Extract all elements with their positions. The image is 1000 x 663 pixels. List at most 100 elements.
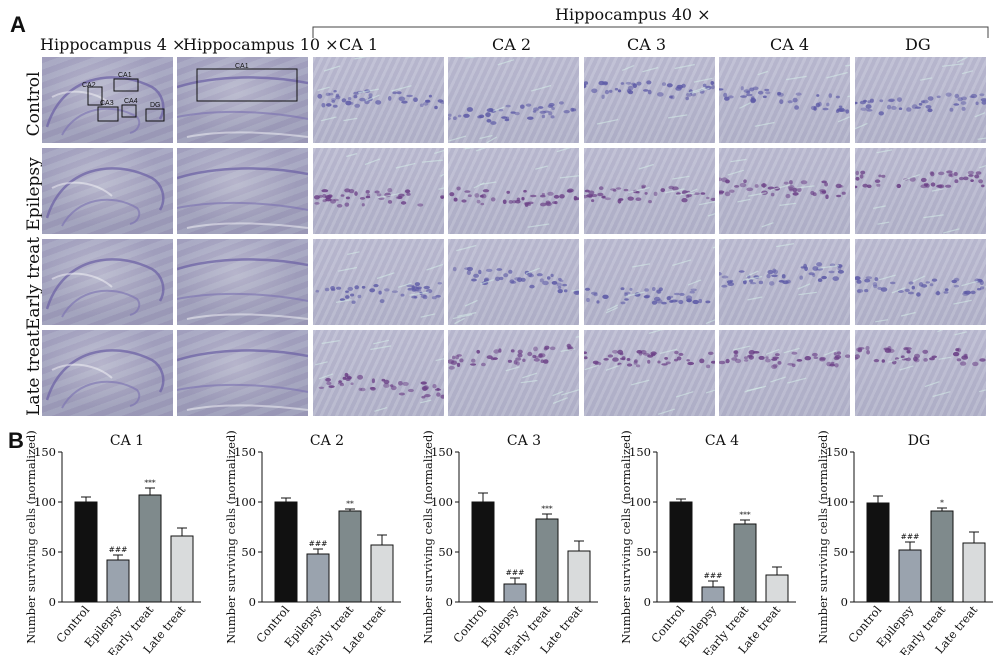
inset-label-ca1-10x: CA1 [235,63,249,70]
y-tick-label: 150 [431,445,453,459]
bar-epilepsy [898,549,922,603]
y-tick-label: 150 [826,445,848,459]
bar-chart-ca1: CA 1 Number surviving cells (normalized) 0… [25,430,201,655]
bar-epilepsy [306,553,330,603]
chart-title: CA 1 [110,433,144,449]
bar-chart-dg: DG Number surviving cells (normalized) 0 50… [817,430,993,655]
header-ca4: CA 4 [770,35,810,54]
y-axis-label: Number surviving cells (normalized) [25,430,38,644]
y-tick-label: 100 [826,495,848,509]
y-tick-label: 0 [841,595,848,609]
bar-late-treat [567,550,591,603]
micrograph-control-overview-10x: CA1 [177,57,308,143]
bar-control [74,501,98,603]
inset-label-ca3: CA3 [100,100,114,107]
panel-b-label: B [8,428,24,453]
micrograph-early-treat-ca2-40x [448,239,579,325]
inset-label-ca1: CA1 [118,72,132,79]
bar-control [471,501,495,603]
bar-early-treat [338,510,362,603]
y-tick-label: 100 [234,495,256,509]
y-tick-label: 50 [636,545,651,559]
y-axis-label: Number surviving cells (normalized) [817,430,830,644]
bar-early-treat [535,518,559,603]
y-tick-label: 100 [34,495,56,509]
micrograph-epilepsy-ca3-40x [584,148,715,234]
bracket-40x [312,26,989,38]
micrograph-late-treat-overview-10x [177,330,308,416]
micrograph-control-ca1-40x [313,57,444,143]
bar-late-treat [765,574,789,603]
micrograph-epilepsy-ca1-40x [313,148,444,234]
significance-marker: ** [346,499,354,508]
bar-late-treat [170,535,194,603]
significance-marker: ### [901,532,920,541]
bar-chart-ca2: CA 2 Number surviving cells (normalized) 0… [225,430,401,655]
bar-control [866,502,890,603]
micrograph-early-treat-ca3-40x [584,239,715,325]
micrograph-epilepsy-ca4-40x [719,148,850,234]
micrograph-control-dg-40x [855,57,986,143]
y-tick-label: 100 [431,495,453,509]
bar-epilepsy [503,583,527,603]
bar-early-treat [930,510,954,603]
inset-label-ca2: CA2 [82,82,96,89]
y-tick-label: 0 [644,595,651,609]
header-ca1: CA 1 [339,35,379,54]
significance-marker: *** [144,478,156,487]
bar-early-treat [138,494,162,603]
micrograph-epilepsy-overview-10x [177,148,308,234]
y-tick-label: 150 [234,445,256,459]
y-tick-label: 50 [41,545,56,559]
micrograph-late-treat-ca1-40x [313,330,444,416]
significance-marker: * [940,498,944,507]
micrograph-control-overview-4x: CA1 CA2 CA3 CA4 DG [42,57,173,143]
y-axis-label: Number surviving cells (normalized) [620,430,633,644]
y-tick-label: 50 [833,545,848,559]
chart-title: CA 4 [705,433,739,449]
micrograph-control-ca3-40x [584,57,715,143]
micrograph-early-treat-ca4-40x [719,239,850,325]
significance-marker: *** [541,504,553,513]
y-tick-label: 50 [438,545,453,559]
y-axis-label: Number surviving cells (normalized) [422,430,435,644]
y-tick-label: 0 [249,595,256,609]
y-tick-label: 0 [49,595,56,609]
micrograph-late-treat-overview-4x [42,330,173,416]
chart-title: CA 3 [507,433,541,449]
significance-marker: ### [309,539,328,548]
significance-marker: *** [739,510,751,519]
header-dg: DG [905,35,931,54]
header-ca3: CA 3 [627,35,667,54]
header-hippocampus-4x: Hippocampus 4 × [40,35,186,54]
panel-a-label: A [10,12,26,37]
significance-marker: ### [109,545,128,554]
header-ca2: CA 2 [492,35,532,54]
micrograph-late-treat-ca4-40x [719,330,850,416]
bar-late-treat [962,542,986,603]
y-axis-label: Number surviving cells (normalized) [225,430,238,644]
significance-marker: ### [704,571,723,580]
micrograph-early-treat-overview-10x [177,239,308,325]
micrograph-epilepsy-ca2-40x [448,148,579,234]
micrograph-early-treat-overview-4x [42,239,173,325]
header-hippocampus-10x: Hippocampus 10 × [183,35,339,54]
micrograph-late-treat-ca3-40x [584,330,715,416]
micrograph-late-treat-dg-40x [855,330,986,416]
significance-marker: ### [506,568,525,577]
bar-late-treat [370,544,394,603]
y-tick-label: 50 [241,545,256,559]
bar-control [274,501,298,603]
micrograph-late-treat-ca2-40x [448,330,579,416]
micrograph-epilepsy-overview-4x [42,148,173,234]
micrograph-epilepsy-dg-40x [855,148,986,234]
bar-chart-ca3: CA 3 Number surviving cells (normalized) 0… [422,430,598,655]
bar-early-treat [733,523,757,603]
y-tick-label: 0 [446,595,453,609]
inset-label-dg: DG [150,102,161,109]
bar-chart-ca4: CA 4 Number surviving cells (normalized) 0… [620,430,796,655]
y-tick-label: 150 [34,445,56,459]
micrograph-early-treat-ca1-40x [313,239,444,325]
chart-title: CA 2 [310,433,344,449]
header-hippocampus-40x: Hippocampus 40 × [555,5,711,24]
